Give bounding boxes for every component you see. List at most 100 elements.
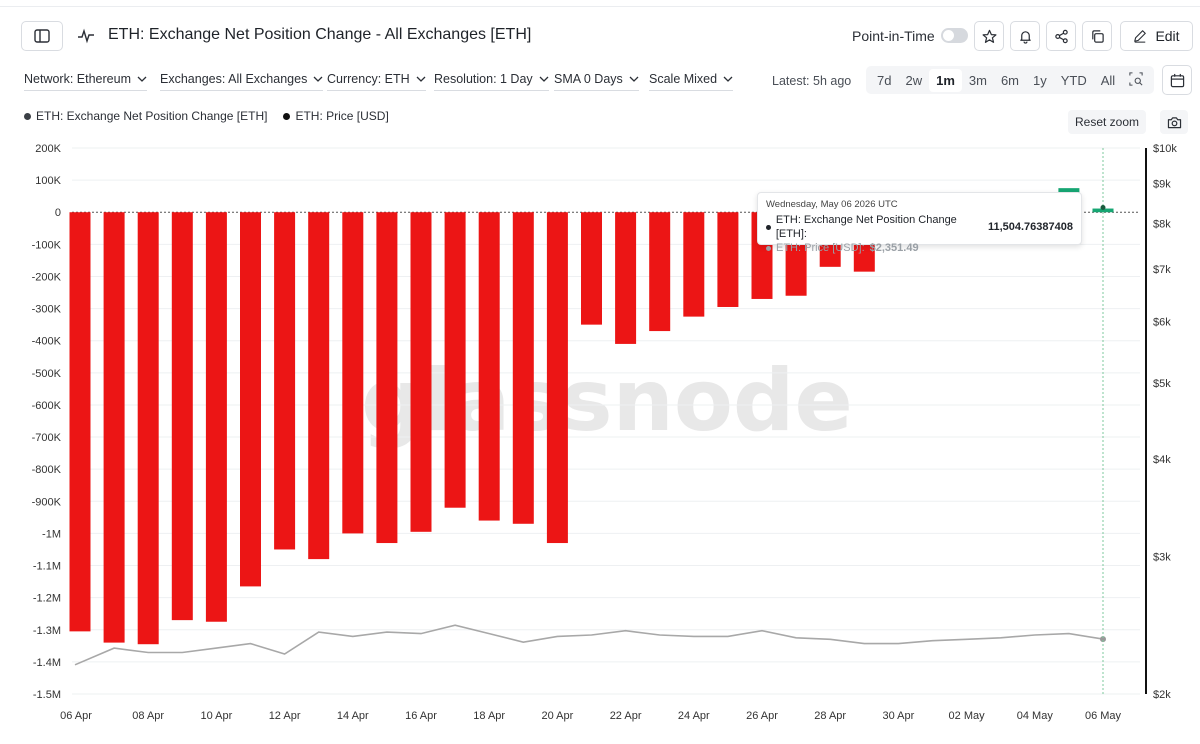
y-tick-label: -400K (32, 336, 62, 348)
bar (581, 212, 602, 325)
y-right-tick-label: $7k (1153, 264, 1171, 276)
sma-dropdown[interactable]: SMA 0 Days (554, 72, 639, 91)
date-range-button[interactable] (1162, 65, 1192, 95)
edit-button[interactable]: Edit (1120, 21, 1193, 51)
resolution-label: Resolution: 1 Day (434, 72, 533, 86)
y-tick-label: -1M (42, 528, 61, 540)
y-tick-label: -700K (32, 432, 62, 444)
y-tick-label: -1.1M (33, 561, 61, 573)
duplicate-button[interactable] (1082, 21, 1112, 51)
x-tick-label: 30 Apr (882, 710, 914, 722)
point-in-time-toggle[interactable] (941, 28, 968, 43)
page-title: ETH: Exchange Net Position Change - All … (108, 26, 532, 43)
currency-dropdown[interactable]: Currency: ETH (327, 72, 426, 91)
bar (410, 212, 432, 532)
range-1m[interactable]: 1m (929, 68, 962, 92)
chevron-down-icon (723, 76, 733, 82)
tooltip-s1-value: 11,504.76387408 (987, 221, 1073, 233)
bar (240, 212, 261, 587)
range-zoom-button[interactable] (1122, 68, 1150, 93)
y-right-tick-label: $6k (1153, 316, 1171, 328)
chart-header: ETH: Exchange Net Position Change - All … (0, 16, 1200, 56)
range-3m[interactable]: 3m (968, 72, 987, 88)
y-right-tick-label: $9k (1153, 179, 1171, 191)
range-2w[interactable]: 2w (905, 72, 923, 88)
price-line (74, 624, 1104, 666)
x-tick-label: 24 Apr (678, 710, 710, 722)
y-right-tick-label: $4k (1153, 454, 1171, 466)
range-ytd[interactable]: YTD (1060, 72, 1087, 88)
range-all[interactable]: All (1100, 72, 1116, 88)
zoom-select-icon (1129, 71, 1143, 86)
top-divider (0, 6, 1200, 7)
range-6m[interactable]: 6m (1000, 72, 1020, 88)
x-tick-label: 20 Apr (541, 710, 573, 722)
latest-update-text: Latest: 5h ago (772, 74, 852, 88)
y-tick-label: -100K (32, 239, 62, 251)
sidebar-toggle-button[interactable] (21, 21, 63, 51)
bar (274, 212, 296, 550)
bar (512, 212, 534, 524)
chevron-down-icon (539, 76, 549, 82)
share-icon (1054, 29, 1068, 43)
bar (717, 212, 739, 307)
bar-series (69, 188, 1114, 645)
sidebar-icon (34, 29, 50, 43)
hover-point (1100, 205, 1106, 211)
x-tick-label: 26 Apr (746, 710, 778, 722)
copy-icon (1091, 29, 1104, 43)
sma-label: SMA 0 Days (554, 72, 623, 86)
edit-label: Edit (1155, 28, 1180, 44)
chevron-down-icon (137, 76, 147, 82)
legend-dot (283, 112, 291, 120)
legend-label: ETH: Price [USD] (295, 109, 389, 123)
bar (615, 212, 637, 344)
y-right-tick-label: $2k (1153, 689, 1171, 701)
favorite-button[interactable] (974, 21, 1004, 51)
x-tick-label: 04 May (1017, 710, 1054, 722)
y-axis-left: 200K 100K 0 -100K -200K -300K -400K -500K -600K -… (32, 143, 62, 701)
bar (205, 212, 227, 622)
legend-dot (24, 112, 31, 120)
bar (137, 212, 159, 645)
resolution-dropdown[interactable]: Resolution: 1 Day (434, 72, 549, 91)
y-tick-label: -1.5M (33, 689, 61, 701)
network-dropdown[interactable]: Network: Ethereum (24, 72, 147, 91)
crosshair (1100, 148, 1106, 694)
y-tick-label: -900K (32, 496, 62, 508)
x-tick-label: 08 Apr (132, 710, 164, 722)
alert-button[interactable] (1010, 21, 1040, 51)
bar (546, 212, 568, 544)
tooltip-date: Wednesday, May 06 2026 UTC (766, 199, 898, 210)
network-label: Network: Ethereum (24, 72, 131, 86)
x-tick-label: 06 May (1085, 710, 1122, 722)
y-tick-label: -200K (32, 271, 62, 283)
point-in-time-label: Point-in-Time (852, 28, 935, 44)
y-tick-label: -1.4M (33, 657, 61, 669)
y-tick-label: 0 (55, 207, 61, 219)
bar (342, 212, 364, 534)
share-button[interactable] (1046, 21, 1076, 51)
y-axis-right: $10k $9k $8k $7k $6k $5k $4k $3k $2k (1145, 143, 1177, 701)
net-position-chart[interactable]: glassnode 200K 100K 0 -100K -200K -300K -400K -… (0, 140, 1200, 740)
legend-label: ETH: Exchange Net Position Change [ETH] (36, 109, 268, 123)
bar (478, 212, 500, 521)
camera-icon (1167, 116, 1181, 128)
bar (171, 212, 193, 621)
range-1y[interactable]: 1y (1033, 72, 1047, 88)
chart-tooltip: Wednesday, May 06 2026 UTC ETH: Exchange… (757, 192, 1082, 254)
filter-bar: Network: Ethereum Exchanges: All Exchang… (0, 65, 1200, 95)
screenshot-button[interactable] (1160, 110, 1188, 134)
x-tick-label: 10 Apr (200, 710, 232, 722)
y-tick-label: 200K (35, 143, 61, 155)
chevron-down-icon (416, 76, 426, 82)
scale-dropdown[interactable]: Scale Mixed (649, 72, 734, 91)
x-tick-label: 16 Apr (405, 710, 437, 722)
bar (308, 212, 330, 560)
chevron-down-icon (313, 76, 323, 82)
legend-item-price[interactable]: ETH: Price [USD] (283, 109, 389, 123)
legend-item-net-position[interactable]: ETH: Exchange Net Position Change [ETH] (24, 109, 267, 123)
reset-zoom-button[interactable]: Reset zoom (1068, 110, 1146, 134)
exchanges-dropdown[interactable]: Exchanges: All Exchanges (160, 72, 324, 91)
range-7d[interactable]: 7d (877, 72, 892, 88)
